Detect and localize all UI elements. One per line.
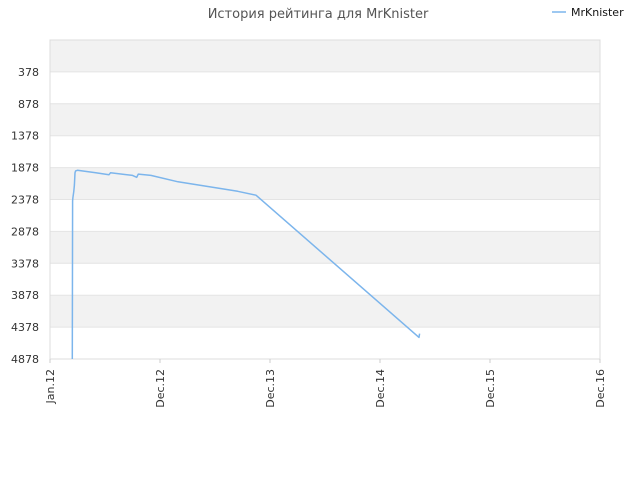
y-tick-label: 4878 (11, 353, 39, 366)
legend-label: MrKnister (571, 6, 624, 19)
y-tick-label: 378 (18, 66, 39, 79)
y-tick-label: 1378 (11, 130, 39, 143)
x-tick-label: Dec.16 (594, 369, 607, 408)
series-line (71, 169, 421, 360)
y-tick-label: 2878 (11, 225, 39, 238)
x-tick-label: Dec.12 (154, 369, 167, 408)
chart-title: История рейтинга для MrKnister (208, 7, 429, 22)
plot-band (50, 71, 600, 104)
legend[interactable]: MrKnister (552, 6, 624, 19)
plot-band (50, 263, 600, 296)
x-tick-label: Dec.15 (484, 369, 497, 408)
x-tick-label: Dec.13 (264, 369, 277, 408)
plot-band (50, 135, 600, 168)
series-layer (71, 169, 421, 360)
plot-band (50, 167, 600, 200)
y-tick-label: 2378 (11, 194, 39, 207)
plot-band (50, 199, 600, 232)
plot-band (50, 103, 600, 136)
y-axis-ticks: 378 878 1378 1878 2378 2878 3378 3878 4378 4878 (11, 66, 39, 366)
x-tick-label: Jan.12 (44, 369, 57, 404)
y-tick-label: 3378 (11, 257, 39, 270)
y-tick-label: 4378 (11, 321, 39, 334)
x-axis-ticks: Jan.12 Dec.12 Dec.13 Dec.14 Dec.15 Dec.16 (44, 359, 607, 408)
plot-bands (50, 40, 600, 359)
y-tick-label: 1878 (11, 162, 39, 175)
plot-area (49, 39, 601, 360)
plot-band (50, 295, 600, 328)
plot-band (50, 327, 600, 359)
plot-band (50, 40, 600, 72)
y-tick-label: 3878 (11, 289, 39, 302)
plot-band (50, 231, 600, 264)
y-tick-label: 878 (18, 98, 39, 111)
x-tick-label: Dec.14 (374, 369, 387, 408)
